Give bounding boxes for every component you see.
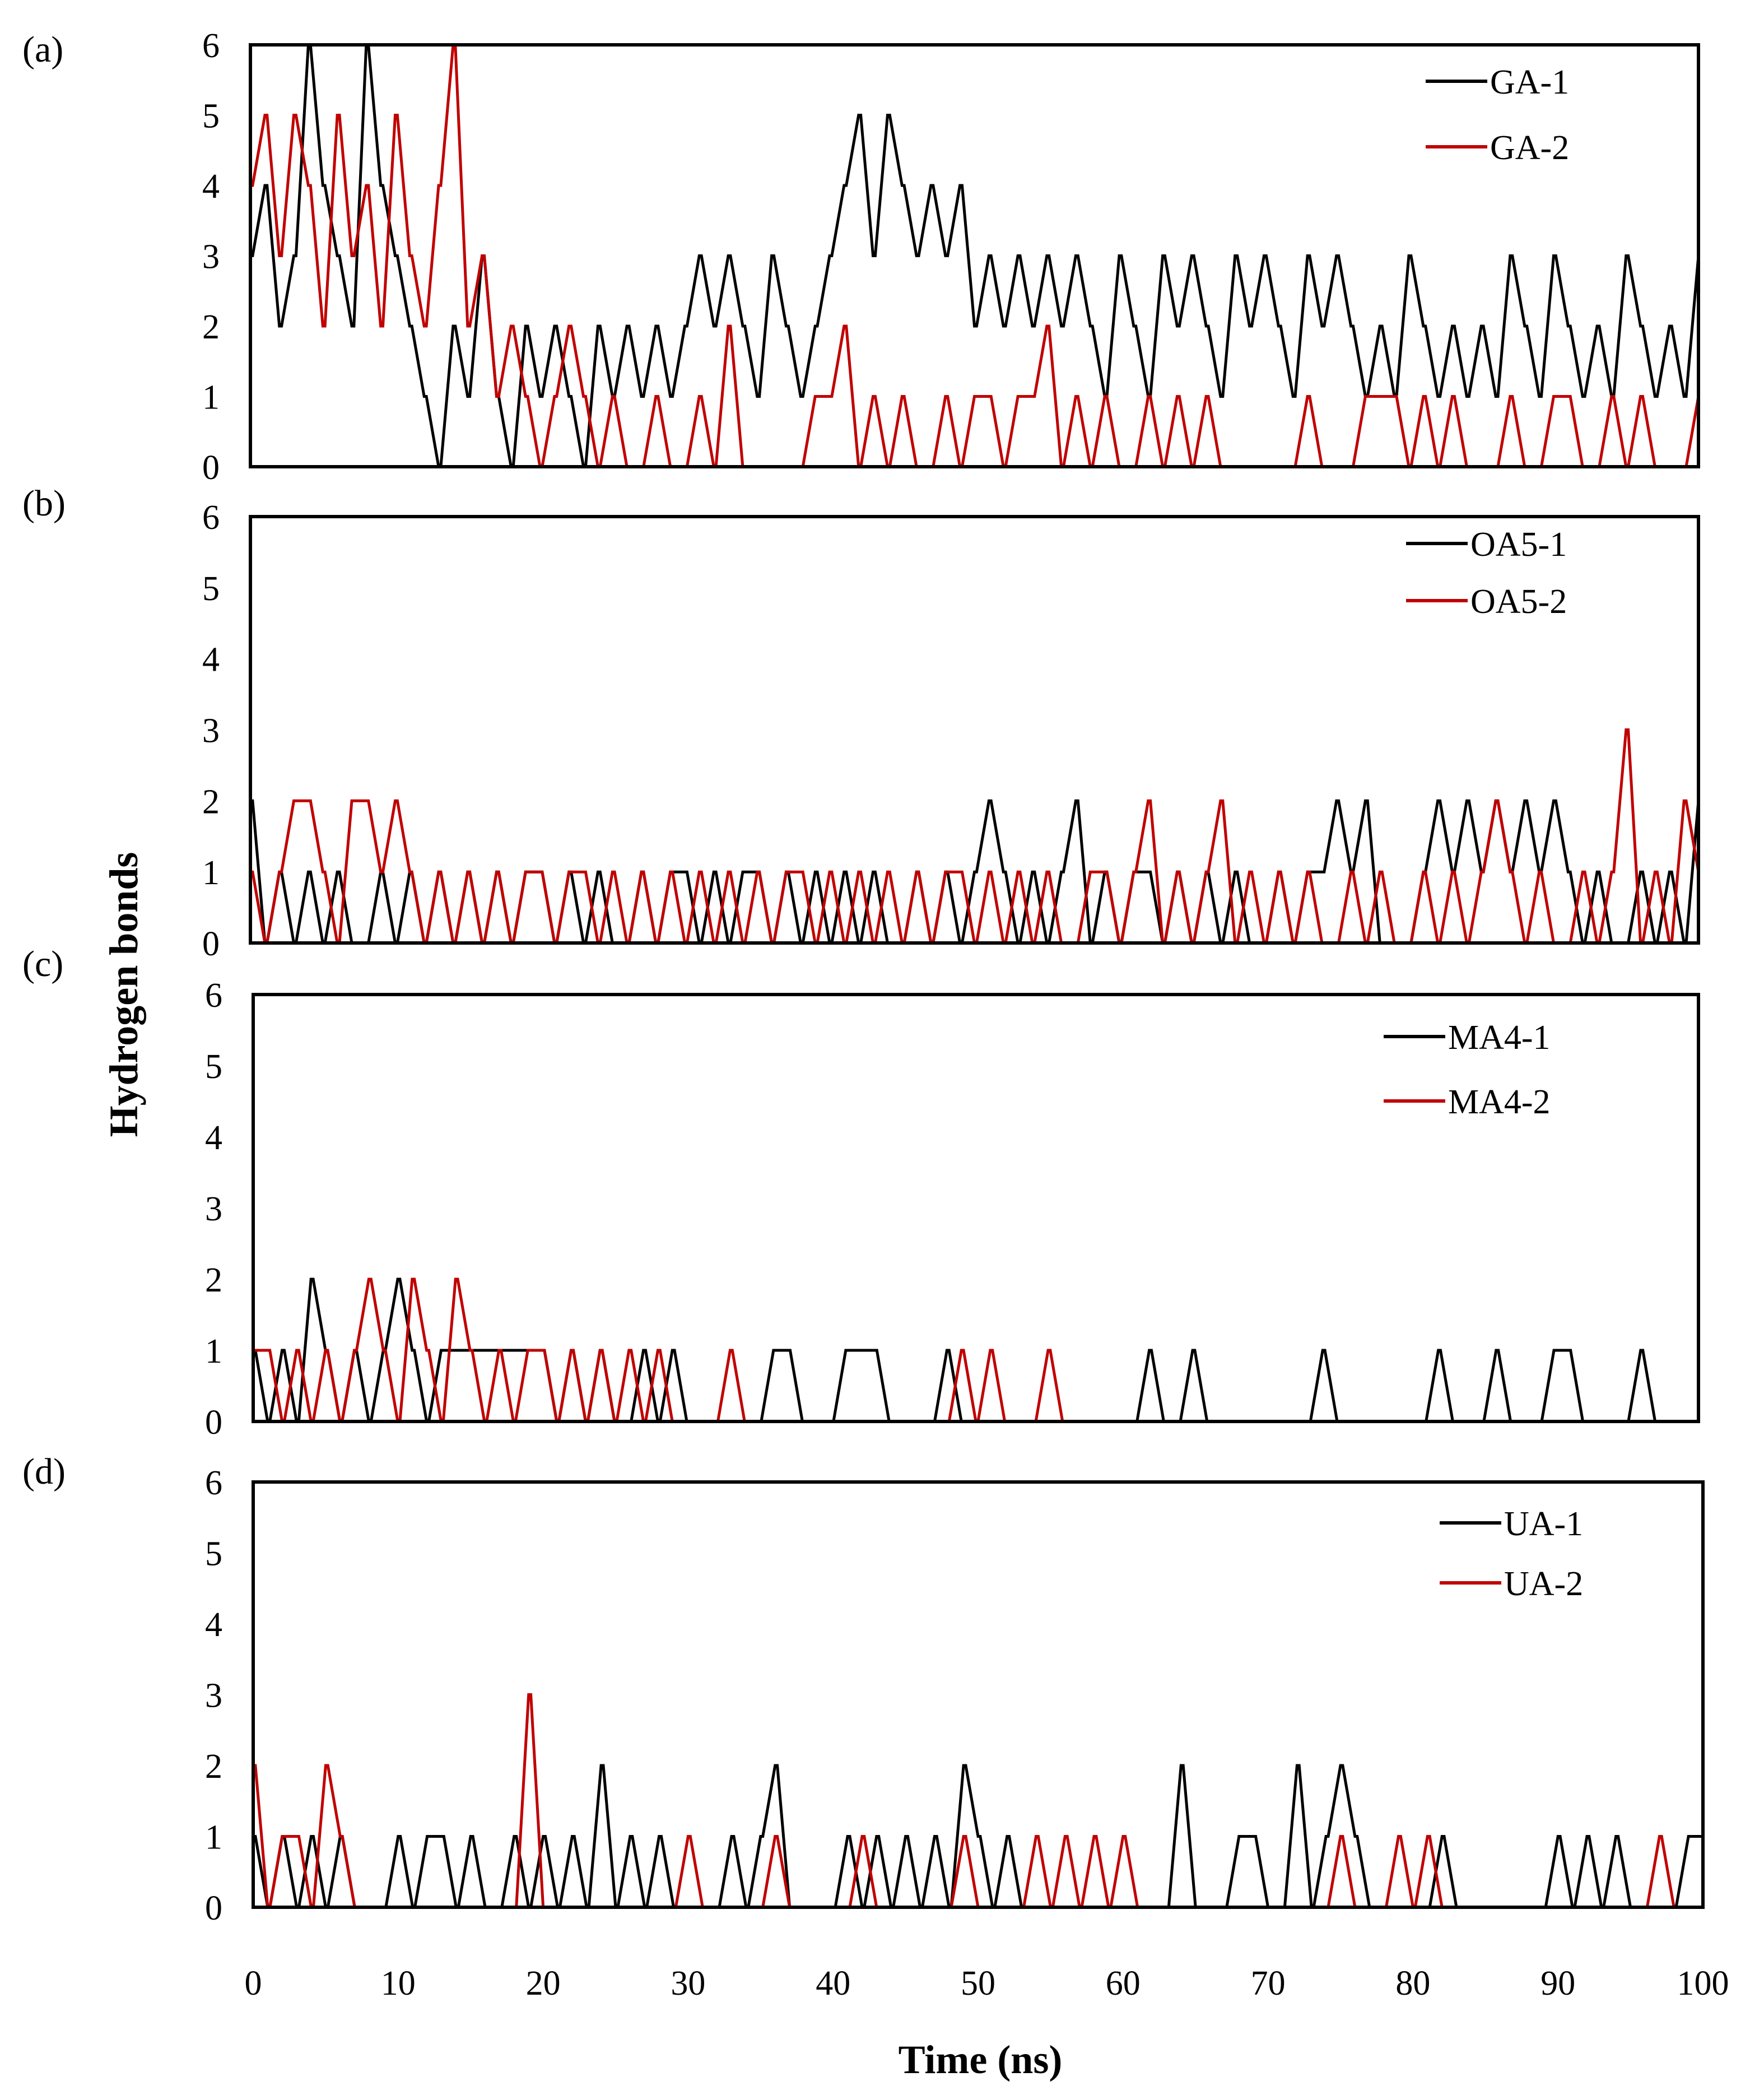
- y-tick-label: 1: [202, 379, 220, 417]
- legend-label: OA5-2: [1470, 583, 1567, 621]
- panel-b: (b) 0 1 2 3 4 5 6 OA5-1 OA5-2: [22, 483, 1700, 963]
- y-tick-label: 6: [202, 499, 220, 537]
- x-tick-label: 90: [1540, 1964, 1575, 2003]
- legend-label: OA5-1: [1470, 526, 1567, 564]
- series-group: [250, 43, 1698, 468]
- x-tick-label: 80: [1395, 1964, 1430, 2003]
- y-tick-label: 6: [205, 977, 222, 1015]
- panel-d: (d) 0 1 2 3 4 5 6 UA-1 UA-2: [22, 1451, 1705, 1927]
- y-tick-label: 4: [202, 168, 220, 206]
- legend-label: UA-1: [1504, 1505, 1583, 1543]
- x-tick-label: 20: [526, 1964, 561, 2003]
- panel-a: (a) 0 1 2 3 4 5 6 GA-1 GA-2: [22, 27, 1700, 487]
- y-tick-label: 4: [205, 1119, 222, 1157]
- y-tick-label: 0: [202, 925, 220, 963]
- y-tick-label: 3: [205, 1677, 222, 1715]
- y-axis-label: Hydrogen bonds: [101, 852, 146, 1137]
- legend-label: GA-1: [1490, 63, 1569, 101]
- legend-label: MA4-2: [1448, 1083, 1551, 1121]
- x-tick-label: 10: [381, 1964, 416, 2003]
- y-tick-label: 0: [205, 1889, 222, 1927]
- x-tick-label: 100: [1677, 1964, 1729, 2003]
- y-tick-label: 4: [205, 1606, 222, 1644]
- y-tick-label: 2: [205, 1261, 222, 1299]
- y-tick-label: 5: [205, 1048, 222, 1086]
- y-tick-label: 2: [202, 783, 220, 821]
- y-tick-label: 3: [202, 238, 220, 276]
- y-tick-label: 2: [202, 308, 220, 346]
- panel-label: (c): [22, 944, 63, 984]
- legend-label: MA4-1: [1448, 1019, 1551, 1057]
- x-axis-label: Time (ns): [899, 2037, 1063, 2082]
- panels: (a) 0 1 2 3 4 5 6 GA-1 GA-2 (b) 0 1 2 3 4 5 6 OA5-1 OA5-2 (c…: [22, 27, 1729, 2003]
- x-tick-label: 60: [1106, 1964, 1141, 2003]
- y-tick-label: 2: [205, 1748, 222, 1786]
- legend-label: UA-2: [1504, 1565, 1583, 1603]
- panel-label: (d): [22, 1451, 66, 1492]
- panel-c: (c) 0 1 2 3 4 5 6 MA4-1 MA4-2: [22, 944, 1700, 1442]
- y-tick-label: 0: [202, 449, 220, 487]
- plot-frame: [252, 1480, 1705, 1909]
- x-tick-label: 0: [245, 1964, 262, 2003]
- plot-frame: [252, 993, 1700, 1423]
- y-tick-label: 1: [202, 854, 220, 892]
- panel-label: (b): [22, 483, 66, 524]
- y-tick-label: 1: [205, 1332, 222, 1370]
- series-line-ga-2: [250, 43, 1698, 468]
- x-tick-label: 40: [816, 1964, 850, 2003]
- y-tick-label: 1: [205, 1819, 222, 1857]
- y-tick-label: 0: [205, 1404, 222, 1442]
- panel-label: (a): [22, 29, 63, 70]
- x-tick-label: 70: [1251, 1964, 1286, 2003]
- y-tick-label: 3: [205, 1190, 222, 1228]
- y-tick-label: 3: [202, 712, 220, 750]
- x-tick-label: 30: [671, 1964, 705, 2003]
- y-tick-label: 4: [202, 641, 220, 679]
- y-tick-label: 6: [202, 27, 220, 65]
- y-tick-label: 6: [205, 1464, 222, 1502]
- y-tick-label: 5: [202, 97, 220, 136]
- plot-frame: [249, 515, 1700, 945]
- x-tick-label: 50: [961, 1964, 995, 2003]
- y-tick-label: 5: [205, 1535, 222, 1573]
- plot-frame: [249, 43, 1700, 468]
- legend-label: GA-2: [1490, 129, 1569, 167]
- y-tick-label: 5: [202, 570, 220, 608]
